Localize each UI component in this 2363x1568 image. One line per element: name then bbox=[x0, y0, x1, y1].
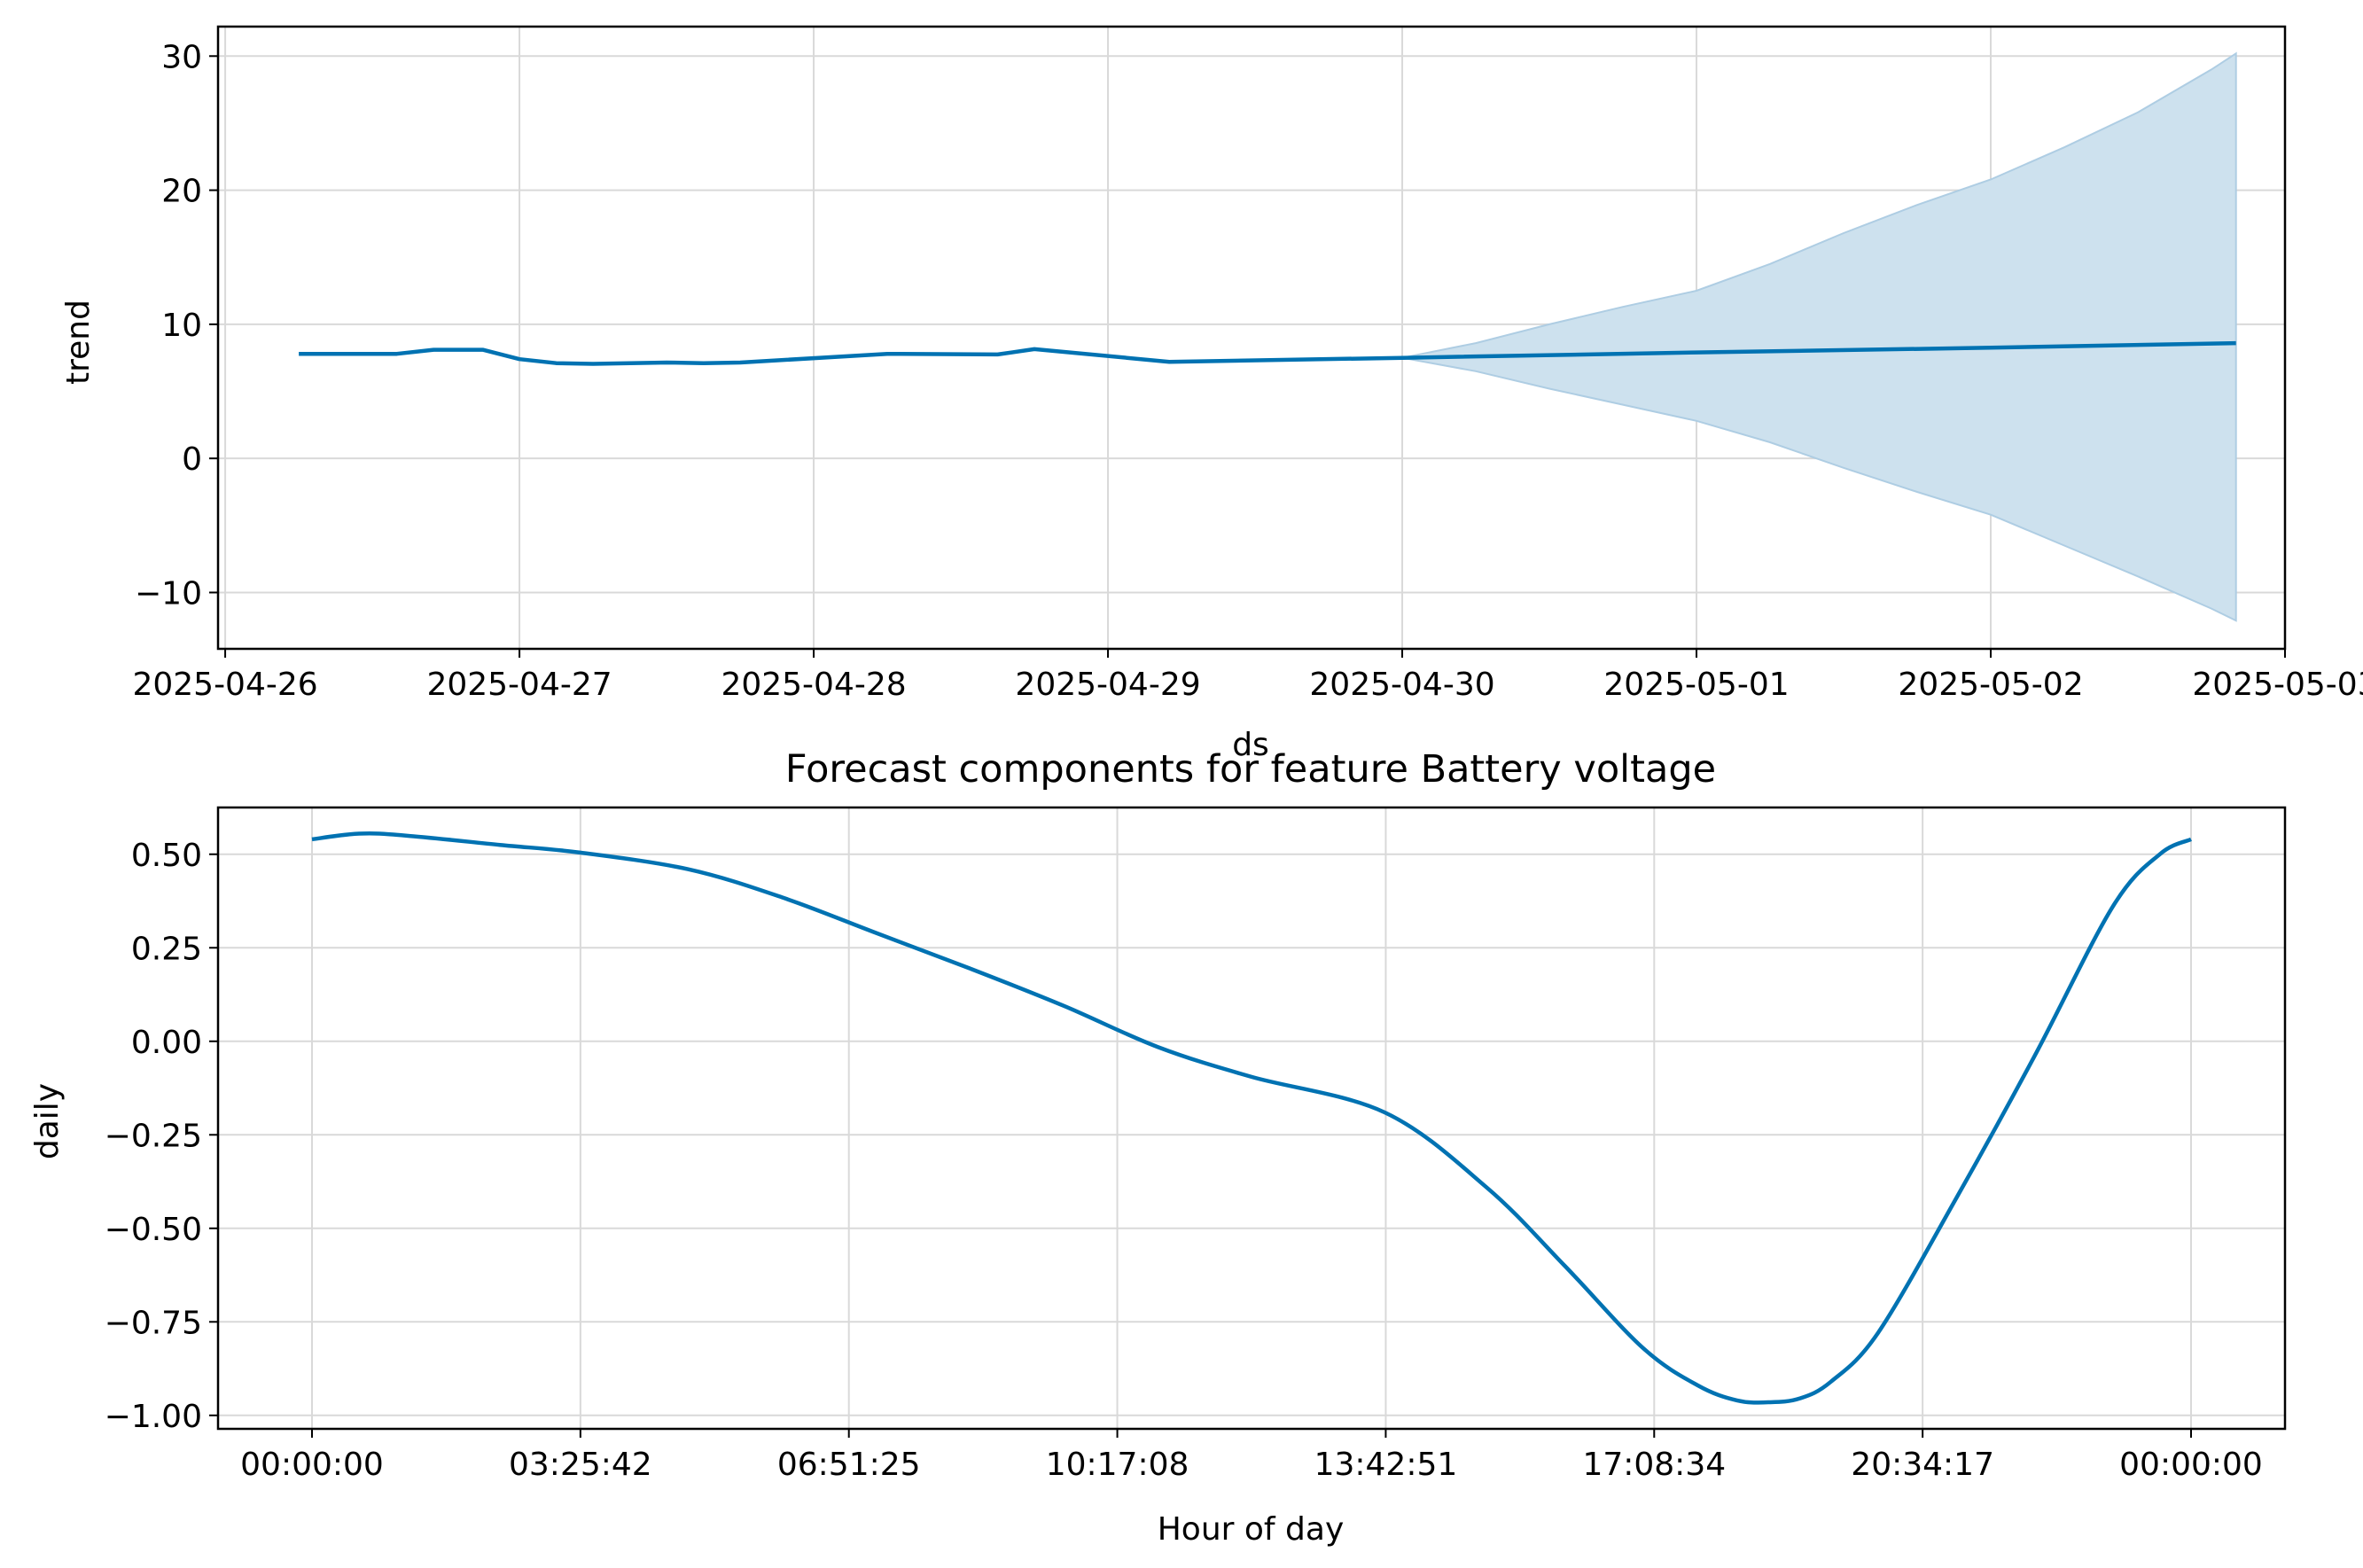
trend-axes-frame bbox=[216, 25, 2287, 651]
x-tick-label: 06:51:25 bbox=[777, 1447, 921, 1483]
x-tick-label: 20:34:17 bbox=[1851, 1447, 1994, 1483]
x-tick-label: 2025-04-27 bbox=[426, 667, 612, 703]
trend-x-axis-label: ds bbox=[1232, 727, 1269, 763]
trend-ticks: 2025-04-26 2025-04-27 2025-04-28 2025-04-29… bbox=[132, 39, 2363, 703]
daily-y-axis-label: daily bbox=[29, 1083, 66, 1159]
y-tick-label: 0.00 bbox=[131, 1025, 202, 1061]
y-tick-label: 0.50 bbox=[131, 838, 202, 874]
y-tick-label: −1.00 bbox=[105, 1399, 202, 1435]
trend-panel: 2025-04-26 2025-04-27 2025-04-28 2025-04-29… bbox=[60, 25, 2363, 763]
x-tick-label: 2025-04-26 bbox=[132, 667, 317, 703]
x-tick-label: 13:42:51 bbox=[1314, 1447, 1458, 1483]
axes-frame bbox=[216, 25, 2287, 651]
x-tick-label: 00:00:00 bbox=[240, 1447, 384, 1483]
x-tick-label: 2025-05-02 bbox=[1898, 667, 2083, 703]
y-tick-label: −0.50 bbox=[105, 1212, 202, 1248]
trend-lines bbox=[299, 340, 2236, 366]
x-tick-label: 2025-04-28 bbox=[721, 667, 906, 703]
series-line bbox=[311, 831, 2192, 1405]
y-tick-label: −0.75 bbox=[105, 1305, 202, 1341]
x-tick-label: 03:25:42 bbox=[509, 1447, 652, 1483]
x-tick-label: 17:08:34 bbox=[1582, 1447, 1726, 1483]
daily-axes-frame bbox=[216, 806, 2287, 1431]
chart-title: Forecast components for feature Battery … bbox=[785, 747, 1716, 792]
daily-x-axis-label: Hour of day bbox=[1158, 1511, 1345, 1548]
y-tick-label: −10 bbox=[135, 575, 202, 612]
y-tick-label: 0.25 bbox=[131, 931, 202, 967]
uncertainty-band bbox=[1401, 51, 2237, 622]
y-tick-label: 10 bbox=[161, 308, 202, 344]
series-line bbox=[299, 340, 2236, 366]
axes-frame bbox=[216, 806, 2287, 1431]
x-tick-label: 2025-04-30 bbox=[1309, 667, 1494, 703]
daily-lines bbox=[311, 831, 2192, 1405]
y-tick-label: 20 bbox=[161, 174, 202, 210]
daily-ticks: 00:00:00 03:25:42 06:51:25 10:17:08 13:42:51… bbox=[105, 838, 2263, 1483]
trend-y-axis-label: trend bbox=[60, 300, 97, 385]
trend-uncertainty-band bbox=[1401, 51, 2237, 622]
y-tick-label: 30 bbox=[161, 39, 202, 75]
x-tick-label: 00:00:00 bbox=[2119, 1447, 2263, 1483]
x-tick-label: 10:17:08 bbox=[1046, 1447, 1189, 1483]
x-tick-label: 2025-05-03 bbox=[2192, 667, 2363, 703]
daily-panel: 00:00:00 03:25:42 06:51:25 10:17:08 13:42:51… bbox=[29, 806, 2287, 1548]
y-tick-label: 0 bbox=[182, 441, 202, 478]
x-tick-label: 2025-04-29 bbox=[1015, 667, 1200, 703]
y-tick-label: −0.25 bbox=[105, 1118, 202, 1154]
x-tick-label: 2025-05-01 bbox=[1603, 667, 1789, 703]
